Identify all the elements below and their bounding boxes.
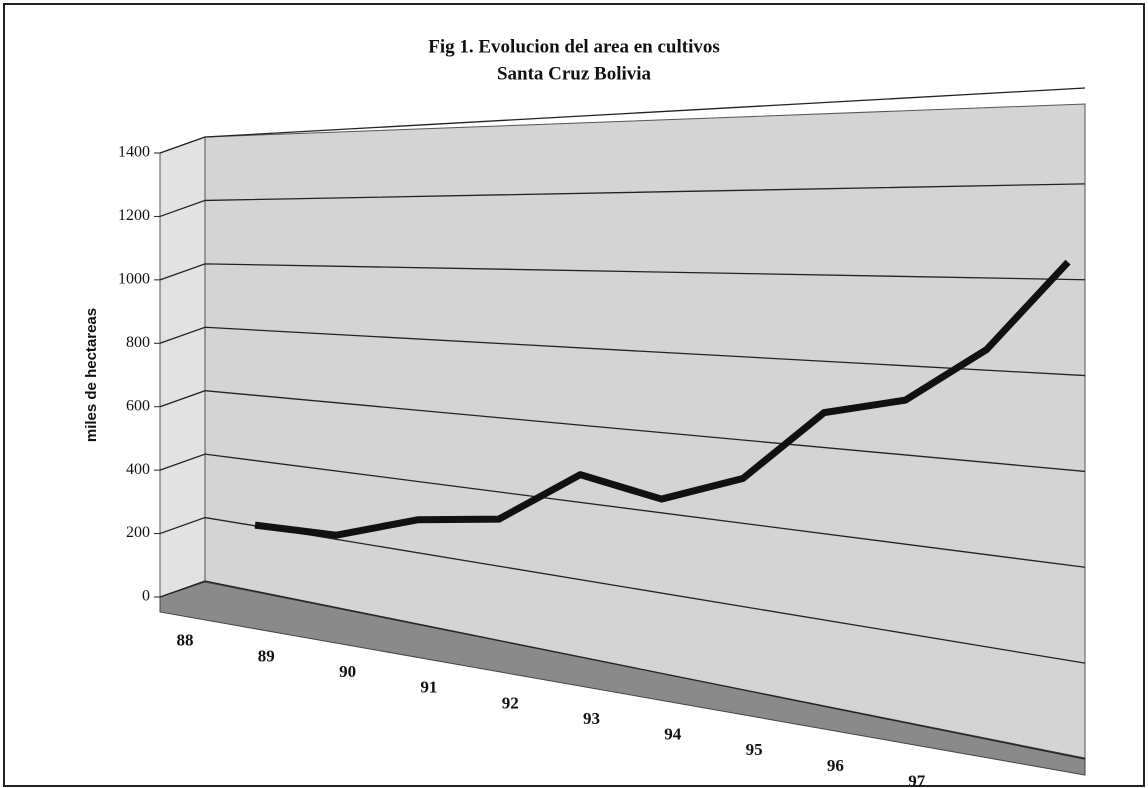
grid-line	[159, 263, 1086, 281]
y-axis-label: miles de hectareas	[83, 308, 100, 442]
y-tick-label: 0	[142, 588, 150, 605]
grid-line	[159, 390, 1086, 473]
y-tick-label: 1400	[118, 144, 150, 161]
chart-subtitle: Santa Cruz Bolivia	[497, 63, 652, 84]
x-tick-label: 95	[746, 740, 763, 759]
y-tick-label: 800	[126, 334, 150, 351]
grid-line	[159, 87, 1086, 154]
x-tick-label: 91	[420, 678, 437, 697]
y-tick-label: 1200	[118, 207, 150, 224]
x-tick-label: 90	[339, 662, 356, 681]
floor	[159, 581, 1086, 776]
y-tick-label: 400	[126, 461, 150, 478]
grid-line	[159, 453, 1086, 568]
x-tick-label: 96	[827, 756, 844, 775]
x-tick-label: 97	[908, 772, 926, 788]
y-tick-label: 600	[126, 397, 150, 414]
chart-title: Fig 1. Evolucion del area en cultivos	[428, 36, 720, 57]
grid-line	[159, 183, 1086, 218]
grid-line	[159, 580, 1086, 760]
y-tick-label: 1000	[118, 271, 150, 288]
x-tick-label: 89	[258, 646, 275, 665]
grid-line	[159, 516, 1086, 664]
x-tick-label: 92	[502, 693, 519, 712]
data-line	[254, 259, 1071, 539]
grid-line	[159, 326, 1086, 377]
x-tick-label: 94	[664, 725, 682, 744]
side-wall	[159, 136, 206, 598]
x-tick-label: 88	[177, 631, 194, 650]
x-tick-label: 93	[583, 709, 600, 728]
y-tick-label: 200	[126, 524, 150, 541]
